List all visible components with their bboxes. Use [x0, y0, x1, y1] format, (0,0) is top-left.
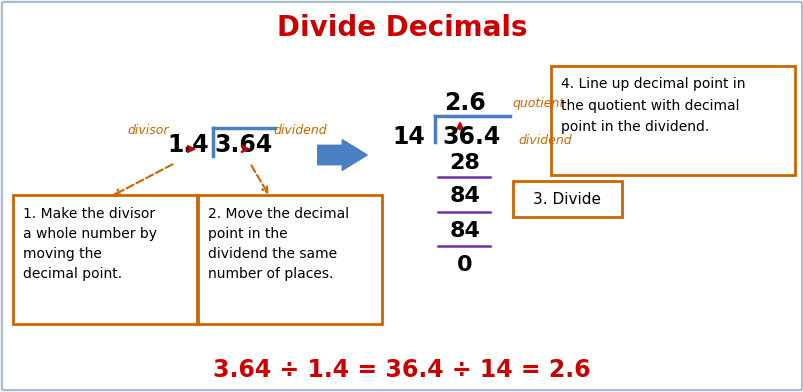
Text: 3.64: 3.64	[214, 133, 273, 157]
FancyBboxPatch shape	[512, 181, 622, 217]
Text: 3. Divide: 3. Divide	[532, 192, 601, 207]
Text: Divide Decimals: Divide Decimals	[276, 14, 527, 42]
FancyBboxPatch shape	[198, 195, 381, 324]
Text: 2. Move the decimal
point in the
dividend the same
number of places.: 2. Move the decimal point in the dividen…	[208, 207, 349, 281]
Text: 4. Line up decimal point in
the quotient with decimal
point in the dividend.: 4. Line up decimal point in the quotient…	[560, 77, 744, 134]
Text: 1. Make the divisor
a whole number by
moving the
decimal point.: 1. Make the divisor a whole number by mo…	[23, 207, 157, 281]
Text: 1.4: 1.4	[167, 133, 209, 157]
FancyArrowPatch shape	[317, 140, 367, 170]
Text: divisor: divisor	[127, 123, 169, 136]
Text: 3.64 ÷ 1.4 = 36.4 ÷ 14 = 2.6: 3.64 ÷ 1.4 = 36.4 ÷ 14 = 2.6	[213, 358, 590, 382]
FancyBboxPatch shape	[550, 66, 794, 175]
Text: 2.6: 2.6	[443, 91, 485, 115]
Text: 0: 0	[457, 255, 472, 275]
Text: quotient: quotient	[512, 96, 564, 109]
Text: 84: 84	[449, 186, 480, 206]
Text: dividend: dividend	[273, 123, 326, 136]
Text: 14: 14	[392, 125, 425, 149]
Text: 36.4: 36.4	[442, 125, 500, 149]
Text: dividend: dividend	[517, 134, 571, 147]
Text: 84: 84	[449, 221, 480, 241]
Text: 28: 28	[449, 153, 480, 173]
FancyBboxPatch shape	[13, 195, 197, 324]
